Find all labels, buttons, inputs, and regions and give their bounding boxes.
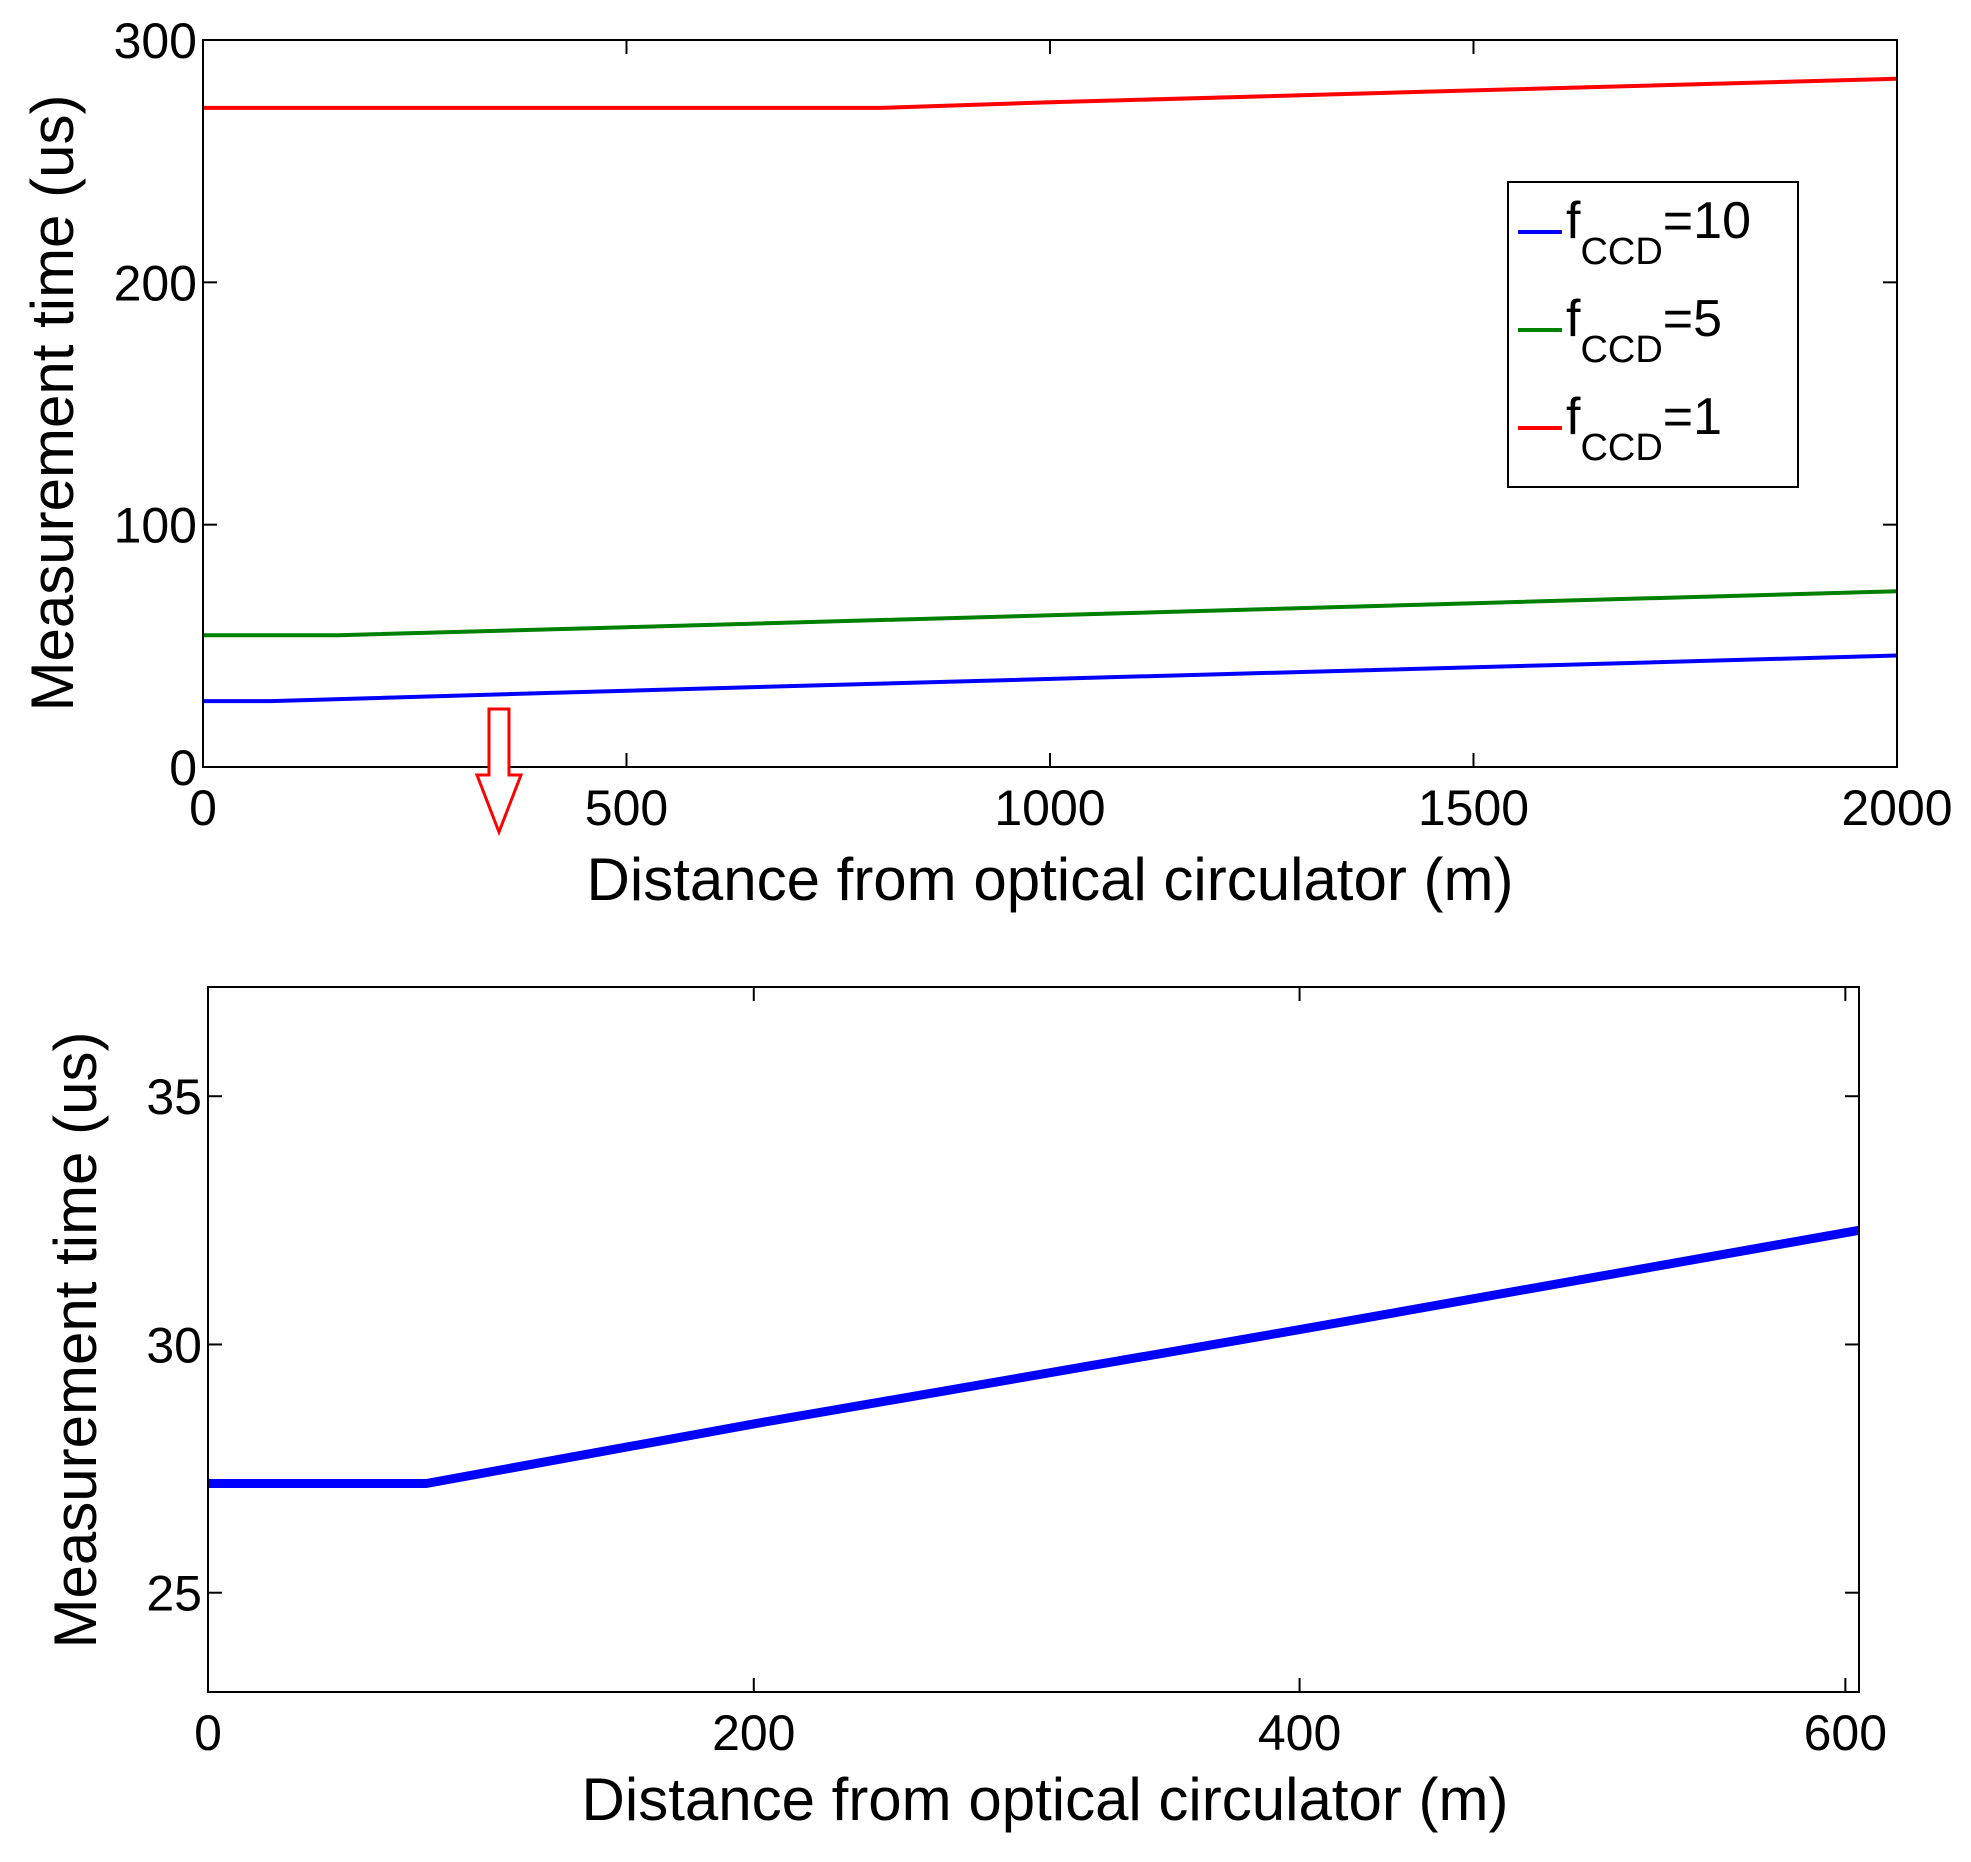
legend-label-0: fCCD=10 bbox=[1566, 192, 1751, 273]
top-ytick-label-2: 200 bbox=[114, 255, 197, 311]
bottom-ylabel: Measurement time (us) bbox=[42, 1032, 109, 1649]
bottom-xtick-label-1: 200 bbox=[712, 1705, 795, 1761]
legend-label-2: fCCD=1 bbox=[1566, 388, 1722, 469]
top-xlabel: Distance from optical circulator (m) bbox=[587, 846, 1514, 913]
top-ytick-label-0: 0 bbox=[169, 740, 197, 796]
bottom-ytick-label-0: 25 bbox=[146, 1566, 202, 1622]
bottom-xlabel: Distance from optical circulator (m) bbox=[582, 1766, 1509, 1833]
bottom-xtick-label-0: 0 bbox=[194, 1705, 222, 1761]
chart-bottom: 0 200 400 600 25 30 35 Distance from optical c… bbox=[42, 986, 1887, 1833]
bottom-series-layer bbox=[208, 1225, 1860, 1488]
bottom-series-line-0 bbox=[208, 1225, 1860, 1488]
chart-top: 0 500 1000 1500 2000 0 100 200 300 Distance from… bbox=[19, 13, 1953, 913]
top-ylabel: Measurement time (us) bbox=[19, 95, 86, 712]
top-xtick-label-0: 0 bbox=[189, 780, 217, 836]
top-series-layer bbox=[203, 76, 1898, 704]
top-xtick-label-4: 2000 bbox=[1841, 780, 1952, 836]
bottom-xtick-label-2: 400 bbox=[1258, 1705, 1341, 1761]
top-series-line-1 bbox=[203, 589, 1898, 638]
bottom-ytick-label-2: 35 bbox=[146, 1069, 202, 1125]
top-xtick-label-1: 500 bbox=[585, 780, 668, 836]
top-series-line-2 bbox=[203, 76, 1898, 110]
top-annotation-layer bbox=[474, 707, 524, 837]
legend-entries: fCCD=10 fCCD=5 fCCD=1 bbox=[1518, 192, 1751, 469]
top-ytick-label-1: 100 bbox=[114, 498, 197, 554]
legend-label-1: fCCD=5 bbox=[1566, 290, 1722, 371]
top-series-line-0 bbox=[203, 653, 1898, 704]
bottom-plot-frame bbox=[207, 986, 1860, 1693]
legend: fCCD=10 fCCD=5 fCCD=1 bbox=[1507, 181, 1799, 488]
bottom-ticks-layer: 0 200 400 600 25 30 35 bbox=[146, 987, 1887, 1761]
top-ytick-label-3: 300 bbox=[114, 13, 197, 69]
top-xtick-label-3: 1500 bbox=[1418, 780, 1529, 836]
bottom-ytick-label-1: 30 bbox=[146, 1317, 202, 1373]
bottom-xtick-label-3: 600 bbox=[1804, 1705, 1887, 1761]
top-xtick-label-2: 1000 bbox=[994, 780, 1105, 836]
down-arrow-icon bbox=[474, 707, 524, 837]
top-ticks-layer: 0 500 1000 1500 2000 0 100 200 300 bbox=[114, 13, 1953, 836]
